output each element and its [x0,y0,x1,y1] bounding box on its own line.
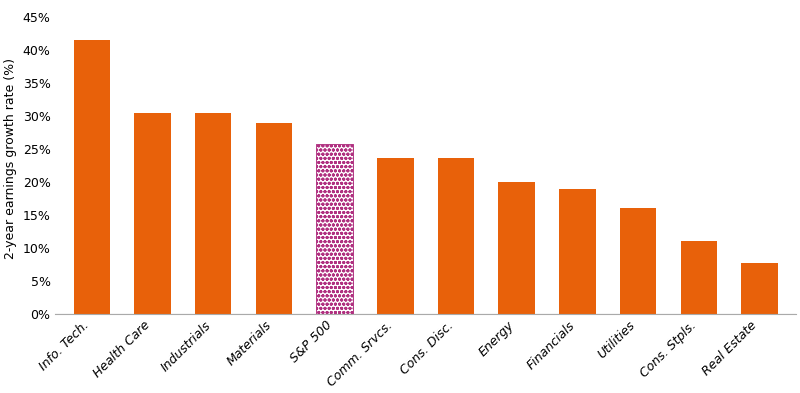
Bar [498,182,535,314]
Bar [742,263,778,314]
Bar [256,123,292,314]
Bar [317,145,353,314]
Y-axis label: 2-year earnings growth rate (%): 2-year earnings growth rate (%) [4,59,17,259]
Bar [74,40,110,314]
Bar [317,145,353,314]
Bar [195,114,231,314]
Bar [620,208,656,314]
Bar [438,158,474,314]
Bar [377,158,414,314]
Bar [134,113,170,314]
Bar [559,189,595,314]
Bar [681,241,717,314]
